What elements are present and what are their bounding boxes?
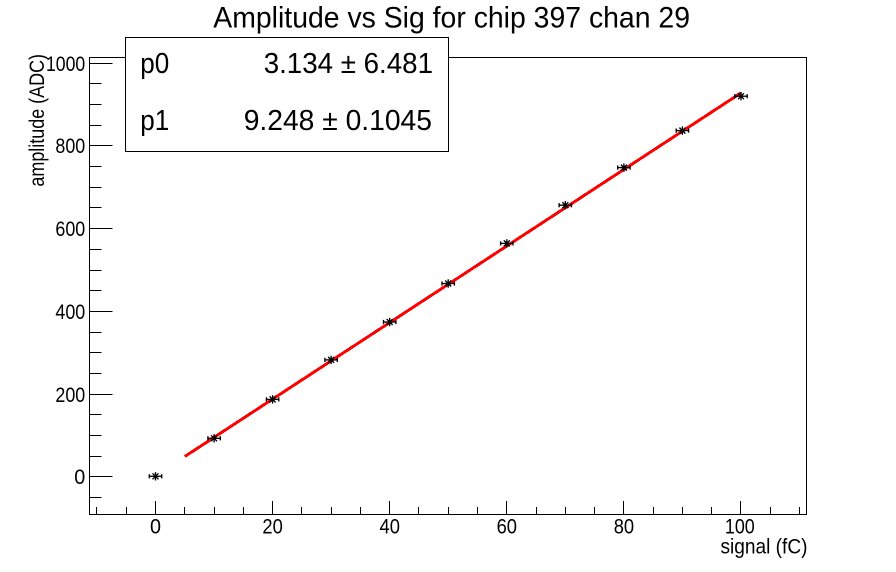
svg-text:0: 0 <box>150 515 161 538</box>
svg-text:signal (fC): signal (fC) <box>721 536 808 559</box>
svg-text:600: 600 <box>55 218 85 241</box>
svg-text:80: 80 <box>614 515 634 538</box>
svg-text:0: 0 <box>74 466 85 489</box>
svg-text:400: 400 <box>55 301 85 324</box>
svg-text:200: 200 <box>55 384 85 407</box>
svg-text:40: 40 <box>380 515 400 538</box>
svg-text:20: 20 <box>262 515 282 538</box>
svg-text:1000: 1000 <box>46 53 85 76</box>
svg-text:3.134 ± 6.481: 3.134 ± 6.481 <box>264 48 433 80</box>
svg-text:9.248 ± 0.1045: 9.248 ± 0.1045 <box>244 105 432 137</box>
svg-text:100: 100 <box>725 515 755 538</box>
svg-text:60: 60 <box>497 515 517 538</box>
svg-text:Amplitude vs Sig for chip 397: Amplitude vs Sig for chip 397 chan 29 <box>213 2 690 35</box>
svg-text:p0: p0 <box>140 48 169 80</box>
svg-text:p1: p1 <box>140 105 169 137</box>
svg-text:800: 800 <box>55 135 85 158</box>
svg-text:amplitude (ADC): amplitude (ADC) <box>26 54 49 187</box>
